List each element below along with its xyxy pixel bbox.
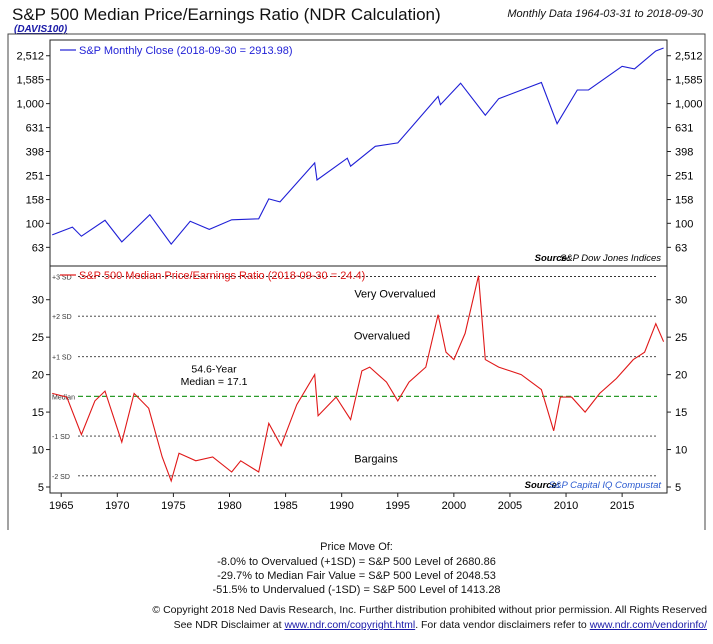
price-ytick-label-right: 1,585 [675,75,703,87]
sd-label: -2 SD [52,474,70,481]
price-ytick-label-left: 631 [26,123,44,135]
zone-bargains: Bargains [354,453,398,465]
pe-ytick-label-right: 25 [675,332,687,344]
disclaimer-prefix: See NDR Disclaimer at [173,619,285,631]
pe-ytick-label-right: 30 [675,295,687,307]
pe-ytick-label-left: 20 [32,370,44,382]
disclaimer-line: See NDR Disclaimer at www.ndr.com/copyri… [174,619,707,631]
sd-label: +2 SD [52,314,72,321]
sd-label: +1 SD [52,355,72,362]
median-annotation-line-2: Median = 17.1 [181,376,248,388]
xtick-label: 2010 [554,500,578,512]
xtick-label: 1970 [105,500,129,512]
vendor-info-link[interactable]: www.ndr.com/vendorinfo/ [589,619,707,631]
pe-ytick-label-left: 5 [38,482,44,494]
pe-ytick-label-right: 10 [675,445,687,457]
zone-overvalued: Overvalued [354,330,410,342]
xtick-label: 1975 [161,500,185,512]
price-ytick-label-right: 631 [675,123,693,135]
zone-very-overvalued: Very Overvalued [354,288,435,300]
pe-ytick-label-right: 15 [675,407,687,419]
price-ytick-label-left: 63 [32,242,44,254]
price-source: S&P Dow Jones Indices [560,253,661,264]
xtick-label: 1995 [386,500,410,512]
pe-ytick-label-left: 15 [32,407,44,419]
sp500-price-line [52,47,664,245]
price-ytick-label-left: 158 [26,195,44,207]
chart-canvas: 2,512 2,512 1,585 1,585 1,000 1,000 631 631 398 3… [7,33,706,530]
date-range: Monthly Data 1964-03-31 to 2018-09-30 [507,8,703,20]
pe-ytick-label-right: 5 [675,482,681,494]
price-ytick-label-left: 100 [26,218,44,230]
xtick-label: 1990 [329,500,353,512]
xtick-label: 2015 [610,500,634,512]
price-ytick-label-right: 1,000 [675,99,703,111]
xtick-label: 2005 [498,500,522,512]
price-ytick-label-left: 251 [26,170,44,182]
pe-panel-border [49,265,668,494]
sd-label: Median [52,394,75,401]
pe-source-label: Source: [525,480,560,491]
sd-label: -1 SD [52,434,70,441]
price-ytick-label-left: 1,585 [16,75,44,87]
disclaimer-mid: . For data vendor disclaimers refer to [415,619,590,631]
xtick-label: 1965 [49,500,73,512]
price-move-line-3: -51.5% to Undervalued (-1SD) = S&P 500 L… [212,584,501,596]
pe-ytick-label-right: 20 [675,370,687,382]
outer-frame [7,33,706,530]
price-ytick-label-left: 398 [26,147,44,159]
series-code-link[interactable]: (DAVIS100) [14,24,68,35]
chart-title: S&P 500 Median Price/Earnings Ratio (NDR… [12,5,441,24]
price-move-line-2: -29.7% to Median Fair Value = S&P 500 Le… [217,570,496,582]
xtick-label: 1985 [273,500,297,512]
price-move-heading: Price Move Of: [320,541,393,553]
price-ytick-label-left: 1,000 [16,99,44,111]
sd-label: +3 SD [52,274,72,281]
xtick-label: 2000 [442,500,466,512]
price-ytick-label-left: 2,512 [16,51,44,63]
price-ytick-label-right: 398 [675,147,693,159]
copyright-notice: © Copyright 2018 Ned Davis Research, Inc… [152,604,707,616]
pe-legend-label: S&P 500 Median Price/Earnings Ratio (201… [79,270,365,282]
xtick-label: 1980 [217,500,241,512]
price-ytick-label-right: 2,512 [675,51,703,63]
pe-ytick-label-left: 25 [32,332,44,344]
pe-source: S&P Capital IQ Compustat [549,480,661,491]
price-move-line-1: -8.0% to Overvalued (+1SD) = S&P 500 Lev… [217,556,496,568]
median-annotation-line-1: 54.6-Year [191,363,237,375]
copyright-link[interactable]: www.ndr.com/copyright.html [284,619,416,631]
price-source-label: Source: [535,253,570,264]
price-ytick-label-right: 63 [675,242,687,254]
price-ytick-label-right: 158 [675,195,693,207]
price-ytick-label-right: 251 [675,170,693,182]
pe-ytick-label-left: 10 [32,445,44,457]
price-legend-label: S&P Monthly Close (2018-09-30 = 2913.98) [79,45,293,57]
pe-ratio-line [52,275,665,483]
pe-ytick-label-left: 30 [32,295,44,307]
price-panel-border [49,39,668,267]
price-ytick-label-right: 100 [675,218,693,230]
